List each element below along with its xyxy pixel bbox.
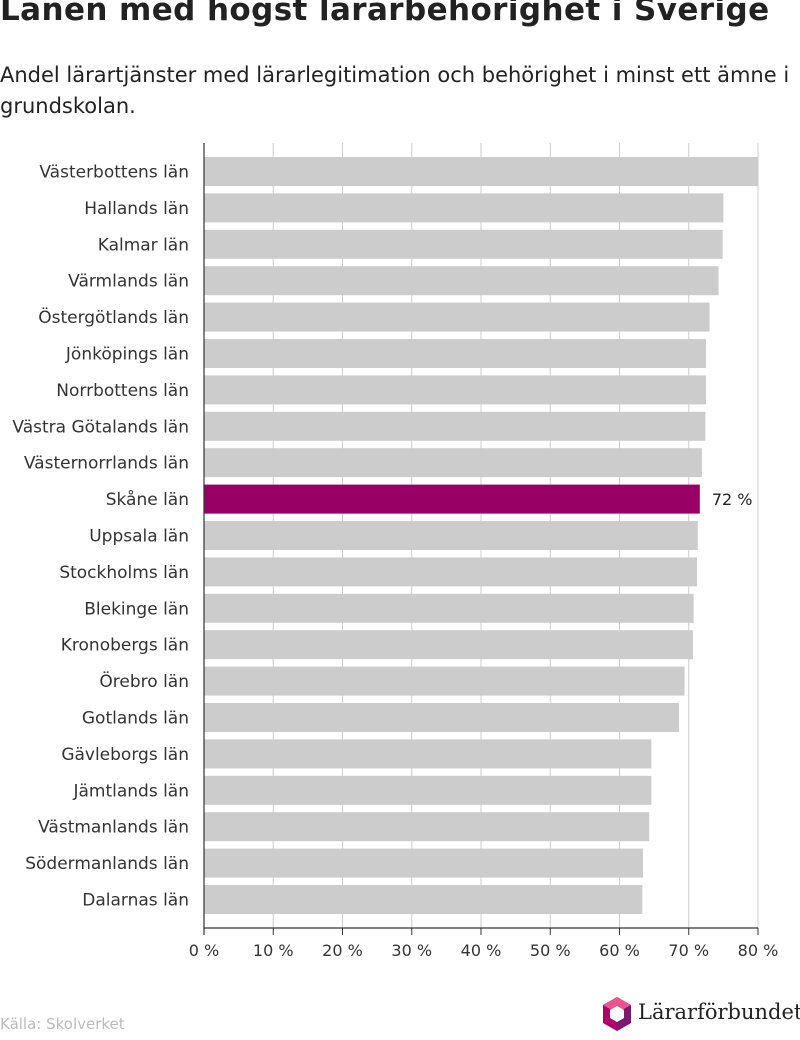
category-label: Jönköpings län [65, 345, 189, 365]
x-tick-label: 60 % [599, 941, 640, 960]
category-label: Gävleborgs län [61, 745, 189, 765]
bar [204, 193, 724, 223]
bar [204, 375, 707, 405]
category-label: Örebro län [99, 670, 189, 692]
bar [204, 848, 644, 878]
x-tick-label: 80 % [738, 941, 779, 960]
category-label: Skåne län [106, 489, 189, 510]
bar [204, 266, 719, 296]
chart-subtitle: Andel lärartjänster med lärarlegitimatio… [0, 63, 790, 118]
x-tick-label: 50 % [530, 941, 571, 960]
category-label: Västernorrlands län [24, 454, 189, 474]
source-note: Källa: Skolverket [0, 1015, 125, 1033]
category-label: Västerbottens län [39, 163, 189, 183]
category-label: Södermanlands län [25, 854, 189, 874]
bar [204, 812, 650, 842]
brand-logo: Lärarförbundet [600, 996, 800, 1034]
category-label: Kronobergs län [61, 636, 189, 656]
category-label: Västra Götalands län [12, 417, 189, 437]
category-label: Värmlands län [68, 272, 189, 292]
category-label: Blekinge län [84, 599, 189, 619]
bar [204, 411, 706, 441]
bar-highlighted [204, 484, 700, 514]
bar [204, 157, 758, 186]
bar [204, 229, 723, 259]
category-label: Jämtlands län [72, 781, 189, 801]
category-label: Hallands län [84, 199, 189, 219]
bar [204, 775, 652, 805]
logo-hexagon-icon [603, 997, 631, 1031]
bar [204, 448, 702, 478]
bar [204, 885, 643, 914]
category-label: Östergötlands län [38, 306, 189, 328]
chart-title: Länen med högst lärarbehörighet i Sverig… [0, 0, 770, 28]
category-label: Kalmar län [98, 235, 189, 255]
category-label: Dalarnas län [82, 891, 189, 911]
label-layer: Västerbottens län Hallands län Kalmar län V… [12, 163, 752, 911]
bar-layer [204, 157, 758, 914]
x-tick-label: 10 % [253, 941, 294, 960]
x-tick-label: 30 % [391, 941, 432, 960]
data-label: 72 % [712, 490, 753, 509]
bar [204, 666, 685, 696]
x-tick-label: 70 % [668, 941, 709, 960]
bar [204, 630, 693, 660]
logo-wordmark: Lärarförbundet [638, 1000, 800, 1024]
category-label: Stockholms län [59, 563, 189, 583]
bar [204, 339, 707, 368]
bar [204, 703, 680, 732]
bar [204, 593, 694, 623]
x-tick-label: 20 % [322, 941, 363, 960]
axis-layer: 0 % 10 % 20 % 30 % 40 % 50 % 60 % 70 % 80 % [189, 143, 779, 960]
category-label: Västmanlands län [38, 818, 189, 838]
bar [204, 557, 698, 587]
category-label: Norrbottens län [56, 381, 189, 401]
category-label: Gotlands län [82, 709, 189, 729]
bar-chart: Västerbottens län Hallands län Kalmar län V… [12, 143, 779, 960]
bar [204, 739, 652, 769]
bar [204, 302, 710, 332]
x-tick-label: 40 % [461, 941, 502, 960]
category-label: Uppsala län [89, 527, 189, 547]
bar [204, 521, 698, 550]
x-tick-label: 0 % [189, 941, 219, 960]
